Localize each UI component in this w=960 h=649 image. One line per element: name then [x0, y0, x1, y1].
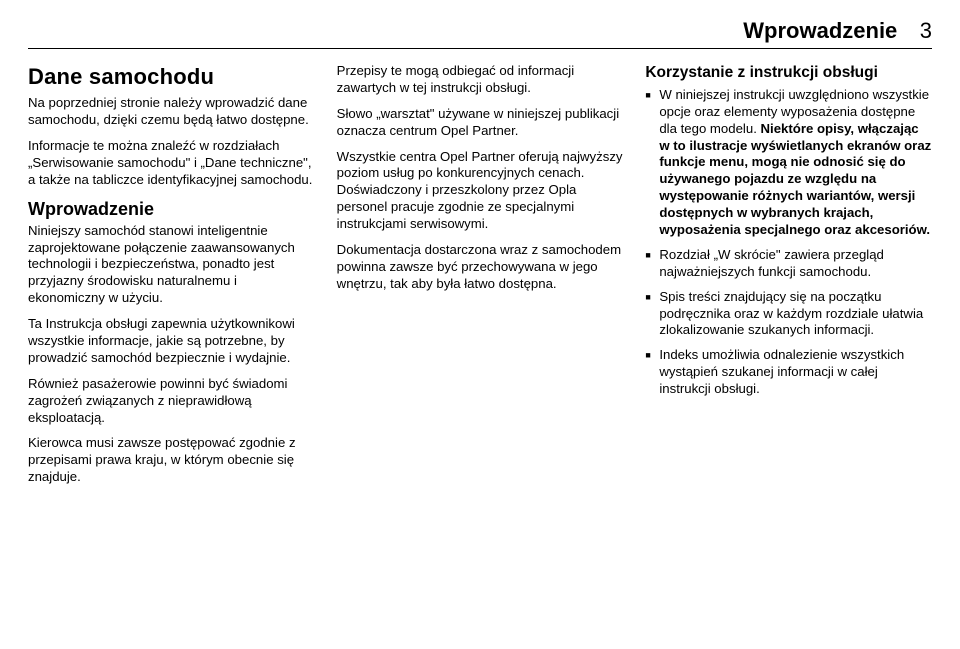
list-item-bold: Niektóre opisy, włączając w to ilustracj…	[659, 121, 931, 237]
paragraph: Na poprzedniej stronie należy wprowadzić…	[28, 95, 315, 129]
paragraph: Dokumentacja dostarczona wraz z samochod…	[337, 242, 624, 293]
running-header: Wprowadzenie 3	[28, 18, 932, 49]
paragraph: Niniejszy samochód stanowi inteligentnie…	[28, 223, 315, 307]
paragraph: Ta Instrukcja obsługi zapewnia użytkowni…	[28, 316, 315, 367]
header-title: Wprowadzenie	[743, 18, 897, 44]
list-item: Indeks umożliwia odnalezienie wszystkich…	[645, 347, 932, 398]
paragraph: Przepisy te mogą odbiegać od informacji …	[337, 63, 624, 97]
column-right: Korzystanie z instrukcji obsługi W ninie…	[645, 63, 932, 495]
heading-dane-samochodu: Dane samochodu	[28, 63, 315, 91]
list-item: W niniejszej instrukcji uwzględniono wsz…	[645, 87, 932, 239]
column-middle: Przepisy te mogą odbiegać od informacji …	[337, 63, 624, 495]
paragraph: Również pasażerowie powinni być świadomi…	[28, 376, 315, 427]
list-item: Spis treści znajdujący się na początku p…	[645, 289, 932, 340]
column-left: Dane samochodu Na poprzedniej stronie na…	[28, 63, 315, 495]
page: Wprowadzenie 3 Dane samochodu Na poprzed…	[0, 0, 960, 649]
paragraph: Słowo „warsztat" używane w niniejszej pu…	[337, 106, 624, 140]
bullet-list: W niniejszej instrukcji uwzględniono wsz…	[645, 87, 932, 398]
header-page-number: 3	[920, 18, 932, 44]
columns: Dane samochodu Na poprzedniej stronie na…	[28, 63, 932, 495]
paragraph: Kierowca musi zawsze postępować zgodnie …	[28, 435, 315, 486]
list-item: Rozdział „W skrócie" zawiera przegląd na…	[645, 247, 932, 281]
heading-wprowadzenie: Wprowadzenie	[28, 198, 315, 221]
heading-korzystanie: Korzystanie z instrukcji obsługi	[645, 63, 932, 83]
paragraph: Informacje te można znaleźć w rozdziałac…	[28, 138, 315, 189]
paragraph: Wszystkie centra Opel Partner oferują na…	[337, 149, 624, 233]
